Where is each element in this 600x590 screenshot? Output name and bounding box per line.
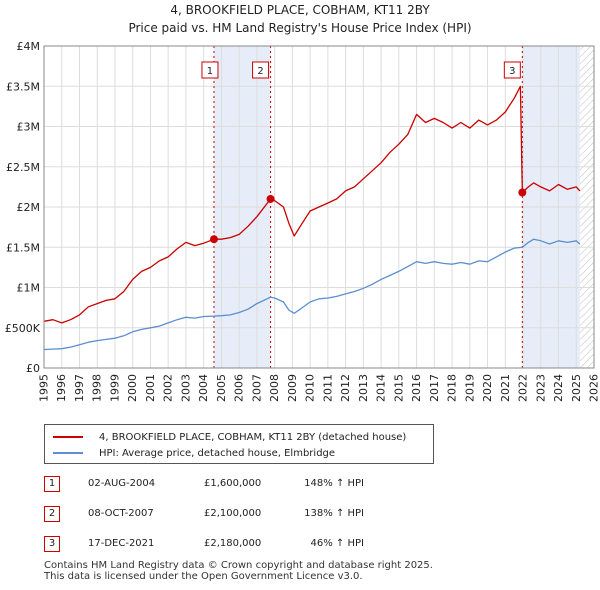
footer-line-2: This data is licensed under the Open Gov…: [44, 571, 363, 582]
x-tick-label-0: 1995: [38, 374, 51, 402]
legend-swatch-hpi: [53, 452, 83, 454]
sale-point-3: [518, 188, 527, 197]
chart-title: 4, BROOKFIELD PLACE, COBHAM, KT11 2BY: [170, 3, 430, 17]
sale-marker-1: 1: [44, 476, 60, 492]
sale-price-3: £2,180,000: [204, 538, 262, 549]
x-tick-label-19: 2014: [375, 374, 388, 402]
x-tick-label-24: 2019: [463, 374, 476, 402]
y-tick-label-5: £2.5M: [6, 161, 40, 174]
sale-hpi-1: 148% ↑ HPI: [304, 478, 364, 489]
sale-hpi-2: 138% ↑ HPI: [304, 508, 364, 519]
x-tick-label-11: 2006: [233, 374, 246, 402]
x-tick-label-9: 2004: [197, 374, 210, 402]
plot-frame: [43, 45, 595, 369]
sale-price-1: £1,600,000: [204, 478, 262, 489]
x-tick-label-15: 2010: [304, 374, 317, 402]
x-tick-label-7: 2002: [162, 374, 175, 402]
x-tick-label-16: 2011: [321, 374, 334, 402]
x-tick-label-17: 2012: [339, 374, 352, 402]
x-tick-label-10: 2005: [215, 374, 228, 402]
y-tick-label-3: £1.5M: [6, 241, 40, 254]
x-tick-label-1: 1996: [55, 374, 68, 402]
sale-price-2: £2,100,000: [204, 508, 262, 519]
x-tick-label-22: 2017: [428, 374, 441, 402]
series-line-hpi: [43, 238, 581, 351]
x-tick-label-18: 2013: [357, 374, 370, 402]
chart-legend: 4, BROOKFIELD PLACE, COBHAM, KT11 2BY (d…: [44, 424, 434, 464]
x-tick-label-3: 1998: [91, 374, 104, 402]
price-chart: 4, BROOKFIELD PLACE, COBHAM, KT11 2BY Pr…: [5, 3, 600, 402]
x-tick-label-2: 1997: [73, 374, 86, 402]
sale-marker-2: 2: [44, 506, 60, 522]
x-tick-label-23: 2018: [446, 374, 459, 402]
x-tick-label-21: 2016: [410, 374, 423, 402]
sale-label-3: 3: [509, 66, 515, 77]
x-tick-label-27: 2022: [517, 374, 530, 402]
y-tick-label-8: £4M: [17, 40, 41, 53]
sale-label-box-3: [503, 61, 521, 79]
x-tick-label-14: 2009: [286, 374, 299, 402]
x-tick-label-31: 2026: [588, 374, 600, 402]
sale-label-box-2: [252, 61, 270, 79]
sale-row-2: 2 08-OCT-2007 £2,100,000 138% ↑ HPI: [44, 504, 544, 528]
legend-item-hpi: HPI: Average price, detached house, Elmb…: [53, 445, 335, 461]
sale-point-1: [209, 235, 218, 244]
x-tick-label-6: 2001: [144, 374, 157, 402]
y-tick-label-7: £3.5M: [6, 80, 40, 93]
x-tick-label-20: 2015: [392, 374, 405, 402]
legend-label-property: 4, BROOKFIELD PLACE, COBHAM, KT11 2BY (d…: [99, 431, 407, 443]
legend-label-hpi: HPI: Average price, detached house, Elmb…: [99, 447, 336, 459]
x-tick-label-29: 2024: [552, 374, 565, 402]
sale-marker-3: 3: [44, 536, 60, 552]
legend-item-property: 4, BROOKFIELD PLACE, COBHAM, KT11 2BY (d…: [53, 429, 406, 445]
sale-date-2: 08-OCT-2007: [88, 508, 154, 519]
sale-hpi-3: 46% ↑ HPI: [310, 538, 364, 549]
sale-label-box-1: [201, 61, 219, 79]
sale-label-2: 2: [257, 66, 263, 77]
y-tick-label-0: £0: [26, 362, 40, 375]
x-tick-label-25: 2020: [481, 374, 494, 402]
x-tick-label-8: 2003: [179, 374, 192, 402]
x-tick-label-12: 2007: [250, 374, 263, 402]
sale-row-3: 3 17-DEC-2021 £2,180,000 46% ↑ HPI: [44, 534, 544, 558]
footer-line-1: Contains HM Land Registry data © Crown c…: [44, 560, 433, 571]
sale-point-2: [266, 194, 275, 203]
chart-subtitle: Price paid vs. HM Land Registry's House …: [128, 21, 471, 35]
y-tick-label-6: £3M: [17, 121, 41, 134]
x-tick-label-4: 1999: [108, 374, 121, 402]
y-tick-label-4: £2M: [17, 201, 41, 214]
x-tick-label-26: 2021: [499, 374, 512, 402]
x-tick-label-28: 2023: [534, 374, 547, 402]
x-tick-label-13: 2008: [268, 374, 281, 402]
sale-row-1: 1 02-AUG-2004 £1,600,000 148% ↑ HPI: [44, 474, 544, 498]
legend-swatch-property: [53, 436, 83, 438]
y-tick-label-1: £500K: [5, 322, 41, 335]
sale-date-1: 02-AUG-2004: [88, 478, 156, 489]
y-tick-label-2: £1M: [17, 282, 41, 295]
sale-date-3: 17-DEC-2021: [88, 538, 155, 549]
series-line-property: [43, 85, 581, 324]
sale-label-1: 1: [207, 66, 213, 77]
footer-license: Contains HM Land Registry data © Crown c…: [44, 560, 433, 582]
x-tick-label-30: 2025: [570, 374, 583, 402]
x-tick-label-5: 2000: [126, 374, 139, 402]
